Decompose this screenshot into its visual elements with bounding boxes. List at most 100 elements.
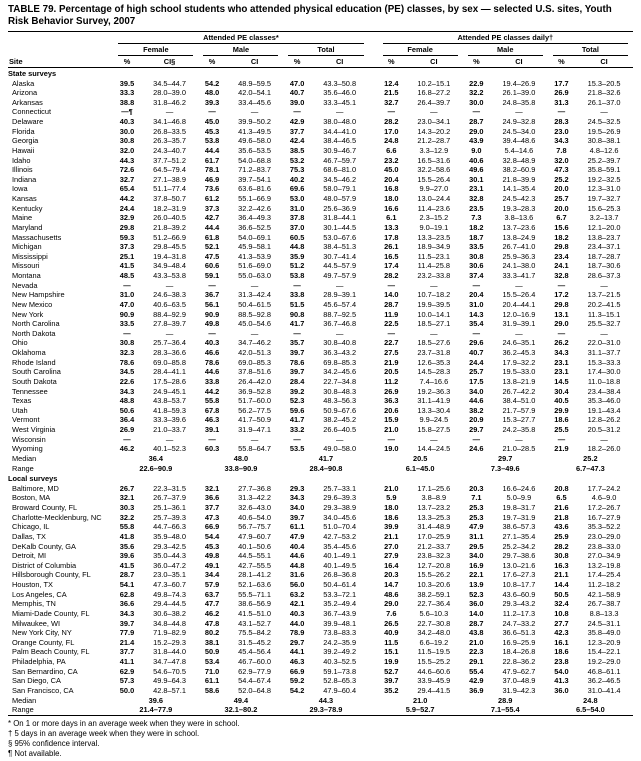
- table-row: Hawaii 32.0 24.3–40.7 44.4 35.6–53.5 38.5 30.9…: [8, 146, 633, 156]
- percent-cell: 26.9: [119, 425, 135, 434]
- percent-cell: 37.0: [289, 222, 305, 232]
- percent-cell: 65.4: [119, 184, 135, 194]
- column-spacer: [369, 503, 378, 513]
- ci-cell: 36.4–49.3: [238, 213, 272, 223]
- percent-cell: 33.3: [119, 88, 135, 98]
- ci-cell: 12.0–16.9: [502, 309, 536, 319]
- percent-cell: 44.3: [119, 155, 135, 165]
- ci-cell: 15.8–27.5: [417, 425, 451, 434]
- ci-cell: 21.7–57.9: [502, 405, 536, 415]
- percent-cell: 32.2: [119, 512, 135, 522]
- column-spacer: [369, 542, 378, 552]
- summary-label: Range: [12, 705, 34, 715]
- ci-cell: 31.8–46.2: [153, 97, 186, 107]
- ci-cell: 13.0–24.4: [417, 194, 451, 203]
- percent-cell: —: [123, 434, 131, 444]
- percent-column-header: %: [462, 55, 491, 68]
- ci-cell: 56.2–77.5: [238, 405, 272, 415]
- column-spacer: [369, 242, 378, 252]
- column-spacer: [369, 348, 378, 358]
- ci-cell: 10.3–20.6: [417, 580, 451, 589]
- col-group-attended-pe-daily: Attended PE classes daily†: [378, 31, 633, 44]
- ci-cell: 32.8–48.9: [502, 155, 536, 165]
- percent-cell: 53.4: [204, 657, 220, 666]
- summary-value-cell: 49.4: [233, 695, 249, 705]
- column-spacer: [369, 184, 378, 194]
- ci-cell: 18.7–30.6: [587, 261, 621, 271]
- ci-cell: 11.2–17.3: [502, 608, 536, 618]
- percent-cell: 60.5: [289, 232, 305, 242]
- percent-cell: 59.2: [289, 676, 305, 686]
- ci-cell: 27.8–39.7: [153, 319, 186, 329]
- percent-column-header: %: [283, 55, 311, 68]
- percent-cell: 29.3: [289, 483, 305, 493]
- ci-cell: 34.2–48.0: [417, 628, 451, 638]
- percent-cell: 43.8: [469, 628, 484, 638]
- percent-cell: 61.1: [204, 676, 220, 686]
- table-row: New Mexico 47.0 40.6–63.5 56.1 50.4–61.5 51.5…: [8, 300, 633, 310]
- ci-cell: 34.7–47.8: [153, 657, 186, 666]
- percent-cell: 18.2: [469, 222, 484, 232]
- ci-cell: 29.3–43.2: [502, 599, 536, 609]
- ci-cell: 63.6–81.6: [238, 184, 272, 194]
- percent-cell: 54.4: [204, 531, 220, 541]
- percent-cell: 78.6: [289, 357, 305, 367]
- percent-cell: 18.0: [384, 503, 399, 512]
- ci-cell: 17.7–24.2: [587, 483, 621, 493]
- ci-column-header: CI§: [140, 55, 199, 68]
- percent-cell: 39.7: [119, 618, 135, 628]
- ci-cell: 25.6–36.9: [323, 203, 357, 213]
- ci-cell: 73.8–83.3: [323, 628, 357, 638]
- percent-cell: 40.7: [469, 348, 484, 357]
- ci-cell: 10.2–15.1: [417, 78, 451, 88]
- site-cell: Arkansas: [12, 97, 43, 107]
- table-row: Connecticut —¶ — — — — — — — — — — —: [8, 107, 633, 117]
- table-row: Mississippi 25.1 19.4–31.8 47.5 41.3–53.9 35.…: [8, 252, 633, 262]
- percent-cell: 32.4: [554, 599, 569, 609]
- site-cell: San Diego, CA: [12, 676, 61, 686]
- ci-cell: 5.6–10.3: [419, 608, 449, 618]
- percent-cell: —: [387, 434, 395, 444]
- ci-cell: 26.4–42.0: [238, 376, 272, 386]
- ci-cell: 69.0–85.3: [238, 357, 272, 367]
- ci-cell: 44.5–57.9: [323, 261, 357, 271]
- ci-cell: 13.0–21.6: [502, 560, 536, 570]
- percent-cell: 11.5: [384, 637, 399, 647]
- percent-cell: 38.8: [119, 97, 135, 107]
- table-row: Wyoming 46.2 40.1–52.3 60.3 55.8–64.7 53.5 49.…: [8, 444, 633, 454]
- percent-cell: 23.1: [469, 184, 484, 194]
- site-cell: New Hampshire: [12, 290, 65, 300]
- ci-cell: 15.5–26.4: [502, 290, 536, 300]
- site-cell: Kentucky: [12, 203, 43, 213]
- summary-value-cell: 39.6: [148, 695, 164, 705]
- column-spacer: [369, 647, 378, 657]
- percent-cell: 71.0: [204, 666, 220, 676]
- site-cell: South Dakota: [12, 376, 57, 386]
- percent-cell: 59.6: [289, 405, 305, 415]
- column-spacer: [369, 609, 378, 619]
- ci-cell: 46.8–61.1: [587, 666, 621, 676]
- column-spacer: [369, 444, 378, 454]
- percent-cell: 44.4: [204, 145, 220, 155]
- ci-cell: 34.8–44.8: [153, 618, 186, 628]
- percent-cell: 7.8: [556, 145, 567, 155]
- percent-cell: 38.5: [289, 145, 305, 155]
- site-cell: Ohio: [12, 338, 28, 348]
- site-cell: Maryland: [12, 222, 43, 232]
- percent-cell: 32.8: [554, 271, 569, 280]
- ci-cell: —: [430, 434, 438, 444]
- percent-cell: 26.7: [119, 483, 135, 493]
- percent-cell: 51.2: [289, 261, 305, 271]
- ci-cell: 29.8–45.5: [153, 242, 186, 252]
- percent-cell: 61.2: [204, 194, 220, 203]
- percent-cell: 24.4: [469, 357, 484, 367]
- column-spacer: [369, 319, 378, 329]
- ci-cell: 62.9–77.9: [238, 666, 272, 676]
- ci-cell: 24.6–38.3: [153, 290, 186, 300]
- percent-cell: 42.7: [204, 213, 220, 223]
- table-row: New York City, NY 77.9 71.9–82.9 80.2 75.5–8…: [8, 628, 633, 638]
- ci-cell: —: [165, 434, 174, 444]
- column-spacer: [369, 79, 378, 89]
- percent-cell: 26.2: [554, 338, 569, 348]
- ci-cell: 24.2–35.8: [502, 425, 536, 434]
